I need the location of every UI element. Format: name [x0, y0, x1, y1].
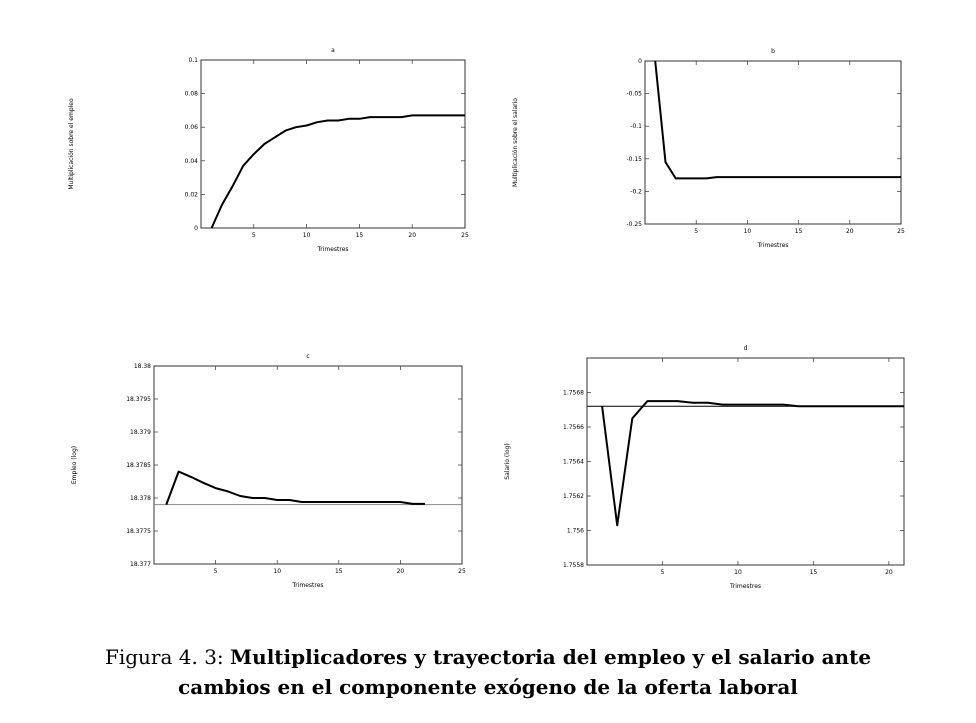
x-tick-label: 15	[795, 228, 803, 235]
y-tick-label: 1.7558	[563, 562, 584, 569]
y-axis-label: Multiplicación sobre el salario	[512, 98, 519, 187]
y-tick-label: 18.38	[134, 363, 151, 370]
y-tick-label: 0.02	[185, 191, 199, 198]
plot-frame	[586, 357, 905, 566]
y-tick-label: 0.08	[185, 91, 199, 98]
chart-panel-a: a 5 10 15 20 25 0 0.02 0.04 0.06 0.08 0.1 Trimestres…	[68, 47, 469, 253]
x-tick-label: 25	[897, 228, 905, 235]
chart-panel-d: d 5 10 15 20 1.7558 1.756 1.7562 1.7564 1.7566 1.7…	[504, 345, 905, 590]
x-tick-label: 5	[661, 569, 665, 576]
y-tick-label: 18.377	[130, 561, 151, 568]
x-tick-label: 20	[846, 228, 854, 235]
y-tick-label: 18.3795	[126, 396, 151, 403]
chart-title: c	[306, 353, 309, 360]
x-tick-label: 20	[397, 568, 405, 575]
series-line	[601, 400, 904, 527]
x-tick-label: 5	[252, 232, 256, 239]
x-tick-label: 10	[273, 568, 281, 575]
x-axis-label: Trimestres	[316, 246, 348, 253]
chart-panel-c: c 5 10 15 20 25 18.377 18.3775 18.378 18.3785 18.3…	[71, 353, 466, 589]
y-tick-label: 0.1	[188, 57, 198, 64]
x-tick-label: 10	[734, 569, 742, 576]
chart-title: d	[744, 345, 748, 352]
y-tick-label: 18.379	[130, 429, 151, 436]
x-axis-label: Trimestres	[756, 242, 788, 249]
y-tick-label: -0.25	[626, 221, 642, 228]
figure-panels: a 5 10 15 20 25 0 0.02 0.04 0.06 0.08 0.1 Trimestres…	[68, 47, 905, 590]
caption-number: Figura 4. 3:	[104, 645, 224, 669]
x-tick-label: 25	[461, 232, 469, 239]
x-tick-label: 15	[356, 232, 364, 239]
x-axis-label: Trimestres	[291, 582, 323, 589]
y-tick-label: 18.3785	[126, 462, 151, 469]
series-line	[165, 470, 425, 505]
plot-frame	[200, 59, 466, 229]
y-tick-label: -0.2	[630, 188, 642, 195]
figure-caption: Figura 4. 3: Multiplicadores y trayector…	[0, 642, 976, 702]
plot-frame	[153, 365, 463, 565]
y-tick-label: 1.756	[567, 528, 584, 535]
series-line	[654, 60, 901, 180]
y-tick-label: -0.15	[626, 156, 642, 163]
x-tick-label: 15	[810, 569, 818, 576]
x-tick-label: 5	[694, 228, 698, 235]
y-tick-label: -0.1	[630, 123, 642, 130]
series-line	[210, 114, 465, 229]
x-tick-label: 20	[885, 569, 893, 576]
plot-frame	[644, 60, 902, 225]
x-tick-label: 15	[335, 568, 343, 575]
y-tick-label: 1.7568	[563, 390, 584, 397]
y-tick-label: 0.06	[185, 124, 199, 131]
caption-line-1: Multiplicadores y trayectoria del empleo…	[230, 645, 872, 669]
x-tick-label: 25	[458, 568, 466, 575]
y-tick-label: 18.3775	[126, 528, 151, 535]
y-tick-label: 0	[638, 58, 642, 65]
x-tick-label: 20	[408, 232, 416, 239]
y-tick-label: 18.378	[130, 495, 151, 502]
chart-panel-b: b 5 10 15 20 25 0 -0.05 -0.1 -0.15 -0.2 -0.25 Trimes…	[512, 48, 905, 249]
y-tick-label: 1.7562	[563, 493, 584, 500]
y-tick-label: 1.7566	[563, 424, 584, 431]
y-axis-label: Multiplicación sobre el empleo	[68, 98, 75, 190]
x-tick-label: 10	[303, 232, 311, 239]
y-tick-label: -0.05	[626, 91, 642, 98]
y-tick-label: 0.04	[185, 158, 199, 165]
caption-line-2: cambios en el componente exógeno de la o…	[178, 675, 798, 699]
y-tick-label: 0	[194, 225, 198, 232]
chart-title: b	[771, 48, 775, 55]
x-tick-label: 5	[214, 568, 218, 575]
x-tick-label: 10	[744, 228, 752, 235]
y-tick-label: 1.7564	[563, 459, 584, 466]
y-axis-label: Salario (log)	[504, 443, 511, 479]
y-axis-label: Empleo (log)	[71, 446, 78, 484]
chart-title: a	[331, 47, 335, 54]
x-axis-label: Trimestres	[729, 583, 761, 590]
